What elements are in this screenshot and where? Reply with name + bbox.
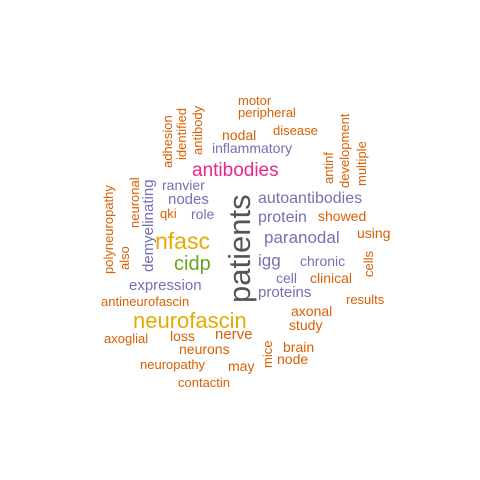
cloud-word-identified: identified (174, 108, 189, 160)
cloud-word-antibodies: antibodies (192, 160, 279, 181)
cloud-word-qki: qki (160, 206, 177, 221)
cloud-word-brain: brain (283, 339, 314, 355)
cloud-word-antibody: antibody (190, 105, 205, 155)
cloud-word-expression: expression (129, 277, 202, 294)
cloud-word-nodes: nodes (168, 191, 209, 208)
cloud-word-nodal: nodal (222, 127, 256, 143)
cloud-word-using: using (357, 225, 390, 241)
cloud-word-neuropathy: neuropathy (140, 357, 206, 372)
cloud-word-neuronal: neuronal (127, 177, 142, 228)
cloud-word-antineurofascin: antineurofascin (101, 294, 189, 309)
cloud-word-cells: cells (361, 250, 376, 277)
cloud-word-motor: motor (238, 93, 272, 108)
cloud-word-role: role (191, 206, 215, 222)
cloud-word-axoglial: axoglial (104, 331, 148, 346)
cloud-word-peripheral: peripheral (238, 105, 296, 120)
cloud-word-protein: protein (258, 209, 307, 226)
cloud-word-autoantibodies: autoantibodies (258, 190, 362, 207)
cloud-word-demyelinating: demyelinating (140, 179, 157, 272)
cloud-word-also: also (117, 246, 132, 270)
cloud-word-multiple: multiple (354, 141, 369, 186)
cloud-word-showed: showed (318, 208, 366, 224)
cloud-word-inflammatory: inflammatory (212, 140, 292, 156)
cloud-word-contactin: contactin (178, 375, 230, 390)
cloud-word-polyneuropathy: polyneuropathy (101, 185, 116, 274)
cloud-word-adhesion: adhesion (160, 115, 175, 168)
cloud-word-clinical: clinical (310, 270, 352, 286)
cloud-word-study: study (289, 317, 322, 333)
cloud-word-axonal: axonal (291, 303, 332, 319)
cloud-word-paranodal: paranodal (264, 228, 340, 247)
cloud-word-igg: igg (258, 251, 281, 270)
cloud-word-node: node (277, 351, 308, 367)
cloud-word-cell: cell (276, 270, 297, 286)
cloud-word-ranvier: ranvier (162, 177, 205, 193)
cloud-word-nfasc: nfasc (155, 228, 210, 254)
cloud-word-proteins: proteins (258, 284, 311, 301)
cloud-word-nerve: nerve (215, 326, 253, 343)
cloud-word-disease: disease (273, 123, 318, 138)
cloud-word-neurons: neurons (179, 341, 230, 357)
cloud-word-results: results (346, 292, 385, 307)
cloud-word-mice: mice (260, 341, 275, 368)
cloud-word-antinf: antinf (321, 152, 336, 184)
cloud-word-neurofascin: neurofascin (133, 308, 247, 333)
cloud-word-cidp: cidp (174, 253, 211, 275)
cloud-word-development: development (337, 113, 352, 188)
cloud-word-loss: loss (170, 328, 195, 344)
cloud-word-chronic: chronic (300, 253, 345, 269)
cloud-word-patients: patients (222, 194, 257, 303)
cloud-word-may: may (228, 358, 254, 374)
